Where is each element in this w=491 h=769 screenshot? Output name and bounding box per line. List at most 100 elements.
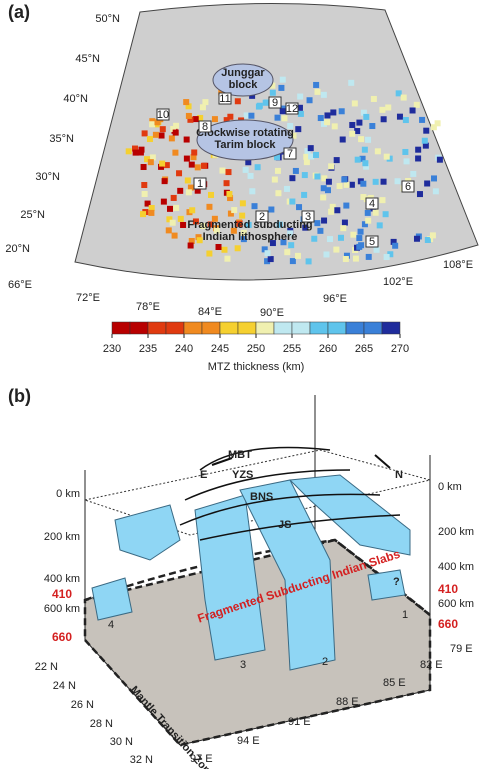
anomaly-cell bbox=[172, 129, 179, 136]
anomaly-cell bbox=[147, 159, 154, 166]
colorbar-cell bbox=[291, 321, 311, 335]
anomaly-cell bbox=[328, 163, 335, 170]
anomaly-cell bbox=[349, 130, 356, 137]
anomaly-cell bbox=[247, 172, 254, 179]
depth-label: 0 km bbox=[438, 481, 462, 493]
anomaly-cell bbox=[288, 242, 295, 249]
anomaly-cell bbox=[213, 227, 220, 234]
anomaly-cell bbox=[385, 104, 392, 111]
anomaly-cell bbox=[236, 220, 243, 227]
anomaly-cell bbox=[358, 136, 365, 143]
colorbar-cell bbox=[273, 321, 293, 335]
anomaly-cell bbox=[301, 191, 308, 198]
anomaly-cell bbox=[320, 194, 327, 201]
anomaly-cell bbox=[160, 198, 167, 205]
anomaly-cell bbox=[356, 119, 363, 126]
slab-number: 2 bbox=[259, 211, 265, 223]
anomaly-cell bbox=[173, 122, 180, 129]
anomaly-cell bbox=[231, 207, 238, 214]
anomaly-cell bbox=[248, 112, 255, 119]
anomaly-cell bbox=[343, 181, 350, 188]
colorbar-cell bbox=[309, 321, 329, 335]
colorbar-cell bbox=[183, 321, 203, 335]
anomaly-cell bbox=[313, 81, 320, 88]
anomaly-cell bbox=[326, 236, 333, 243]
anomaly-cell bbox=[307, 145, 314, 152]
anomaly-cell bbox=[170, 125, 177, 132]
anomaly-cell bbox=[177, 215, 184, 222]
anomaly-cell bbox=[171, 232, 178, 239]
anomaly-cell bbox=[283, 185, 290, 192]
colorbar-label: MTZ thickness (km) bbox=[208, 361, 305, 373]
slab-number: 1 bbox=[402, 609, 408, 621]
anomaly-cell bbox=[296, 204, 303, 211]
slab-number: 9 bbox=[272, 97, 278, 109]
anomaly-cell bbox=[187, 242, 194, 249]
fault-label: YZS bbox=[232, 469, 253, 481]
anomaly-cell bbox=[348, 181, 355, 188]
colorbar-cell bbox=[165, 321, 185, 335]
colorbar-tick-label: 270 bbox=[391, 343, 409, 355]
anomaly-cell bbox=[364, 209, 371, 216]
depth-label: 0 km bbox=[56, 488, 80, 500]
anomaly-cell bbox=[166, 205, 173, 212]
junggar-block bbox=[212, 63, 274, 97]
anomaly-cell bbox=[290, 132, 297, 139]
anomaly-cell bbox=[340, 225, 347, 232]
anomaly-cell bbox=[349, 121, 356, 128]
lon-label: 66°E bbox=[8, 279, 32, 291]
anomaly-cell bbox=[301, 172, 308, 179]
anomaly-cell bbox=[432, 188, 439, 195]
anomaly-cell bbox=[269, 240, 276, 247]
anomaly-cell bbox=[338, 108, 345, 115]
anomaly-cell bbox=[363, 113, 370, 120]
colorbar-tick-label: 230 bbox=[103, 343, 121, 355]
anomaly-cell bbox=[227, 113, 234, 120]
anomaly-cell bbox=[280, 239, 287, 246]
slab-number: 3 bbox=[240, 659, 246, 671]
anomaly-cell bbox=[360, 194, 367, 201]
anomaly-cell bbox=[223, 117, 230, 124]
slab-number: 11 bbox=[219, 93, 230, 105]
anomaly-cell bbox=[275, 190, 282, 197]
anomaly-cell bbox=[415, 146, 422, 153]
lat-tick: 30 N bbox=[110, 736, 133, 748]
anomaly-cell bbox=[242, 166, 249, 173]
anomaly-cell bbox=[356, 243, 363, 250]
anomaly-cell bbox=[188, 161, 195, 168]
depth-label: 600 km bbox=[438, 598, 474, 610]
anomaly-cell bbox=[274, 167, 281, 174]
anomaly-cell bbox=[226, 190, 233, 197]
anomaly-cell bbox=[239, 212, 246, 219]
anomaly-cell bbox=[413, 101, 420, 108]
anomaly-cell bbox=[356, 235, 363, 242]
anomaly-cell bbox=[436, 156, 443, 163]
lat-tick: 22 N bbox=[35, 661, 58, 673]
anomaly-cell bbox=[387, 251, 394, 258]
anomaly-cell bbox=[342, 256, 349, 263]
anomaly-cell bbox=[161, 178, 168, 185]
lat-label: 45°N bbox=[75, 53, 100, 65]
depth-label: 400 km bbox=[438, 561, 474, 573]
anomaly-cell bbox=[284, 249, 291, 256]
anomaly-cell bbox=[320, 185, 327, 192]
anomaly-cell bbox=[218, 89, 225, 96]
slab-number-box bbox=[301, 210, 315, 223]
lon-label: 84°E bbox=[198, 306, 222, 318]
anomaly-cell bbox=[227, 195, 234, 202]
anomaly-cell bbox=[180, 221, 187, 228]
lat-tick: 26 N bbox=[71, 699, 94, 711]
lon-tick: 91 E bbox=[288, 716, 311, 728]
anomaly-cell bbox=[313, 151, 320, 158]
colorbar-cell bbox=[147, 321, 167, 335]
discontinuity: 660 bbox=[438, 617, 458, 631]
slab-number: 4 bbox=[108, 619, 114, 631]
anomaly-cell bbox=[183, 99, 190, 106]
slab-number-box bbox=[401, 180, 415, 193]
annotation: Tarim block bbox=[215, 139, 277, 151]
anomaly-cell bbox=[362, 160, 369, 167]
anomaly-cell bbox=[192, 116, 199, 123]
anomaly-cell bbox=[394, 178, 401, 185]
annotation: Fragmented subducting bbox=[187, 219, 312, 231]
